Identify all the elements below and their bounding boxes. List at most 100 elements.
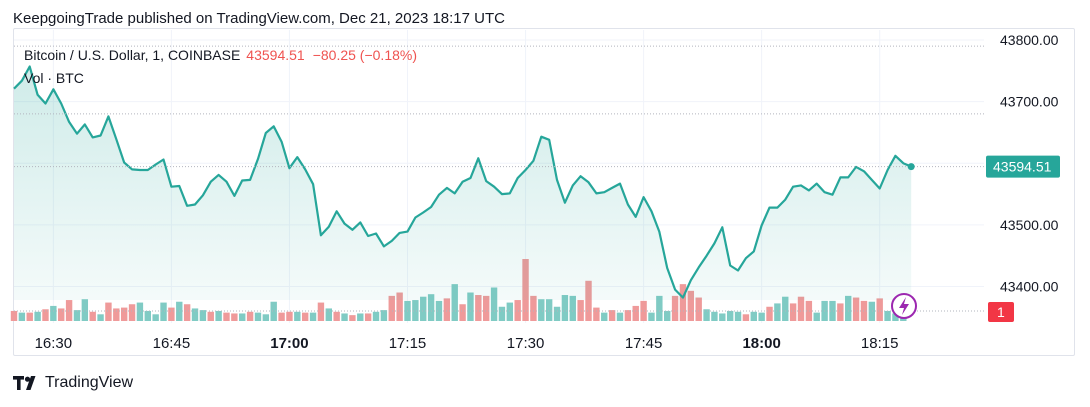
y-tick-label: 43700.00 [1000, 94, 1059, 110]
lightning-icon[interactable] [891, 293, 917, 319]
volume-bar [349, 315, 356, 321]
x-tick-label: 18:00 [742, 335, 780, 352]
volume-bar [309, 312, 317, 321]
volume-bar [246, 311, 254, 321]
volume-bar [608, 310, 616, 321]
volume-bar [530, 295, 537, 321]
volume-bar [585, 280, 592, 321]
x-tick-label: 16:45 [153, 335, 191, 352]
volume-bar [648, 312, 655, 321]
volume-bar [10, 310, 18, 321]
volume-bar [726, 310, 734, 321]
volume-bar [183, 304, 191, 321]
x-tick-label: 17:45 [625, 335, 663, 352]
volume-bar [868, 301, 876, 321]
volume-bar [876, 298, 883, 321]
x-tick-label: 18:15 [861, 335, 899, 352]
volume-bar [278, 312, 285, 321]
x-tick-label: 17:30 [507, 335, 545, 352]
volume-bar [207, 311, 214, 321]
volume-bar [632, 305, 639, 321]
volume-bar [483, 295, 490, 321]
volume-bar [601, 312, 608, 321]
volume-bar [325, 308, 332, 321]
volume-bar [412, 300, 419, 321]
volume-bar [467, 292, 474, 321]
volume-bar [569, 295, 576, 321]
volume-bar [160, 302, 167, 321]
volume-badge [988, 302, 1014, 322]
volume-bar [435, 300, 443, 321]
volume-bar [286, 311, 293, 321]
volume-bar [231, 313, 238, 321]
volume-bar [42, 309, 49, 321]
volume-bar [120, 307, 128, 321]
volume-bar [73, 310, 81, 321]
volume-bar [215, 310, 222, 321]
volume-bar [301, 312, 309, 321]
volume-bar [774, 303, 781, 321]
symbol-legend: Bitcoin / U.S. Dollar, 1, COINBASE 43594.… [24, 47, 417, 63]
volume-bar [719, 313, 726, 321]
volume-bar [664, 310, 671, 321]
volume-bar [616, 312, 624, 321]
footer-brand[interactable]: TradingView [13, 374, 133, 392]
volume-bar [396, 292, 403, 321]
volume-bar [593, 307, 600, 321]
volume-bar [254, 312, 262, 321]
volume-bar [270, 301, 277, 321]
volume-bar [892, 313, 899, 321]
volume-bar [577, 300, 584, 321]
volume-badge-label: 1 [997, 304, 1005, 320]
volume-bar [679, 284, 687, 321]
volume-bar [144, 310, 151, 321]
brand-name: TradingView [45, 374, 134, 391]
volume-bar [884, 310, 891, 321]
volume-bar [26, 312, 33, 321]
symbol-name: Bitcoin / U.S. Dollar, 1, COINBASE [24, 47, 241, 63]
volume-bar [545, 299, 553, 321]
volume-bar [829, 300, 836, 321]
volume-bar [514, 300, 521, 321]
last-price-dot [907, 163, 915, 171]
x-tick-label: 17:00 [270, 335, 308, 352]
volume-bar [797, 296, 805, 321]
volume-legend: Vol · BTC [24, 70, 84, 86]
volume-bar [58, 308, 65, 321]
volume-bar [18, 312, 26, 321]
volume-bar [758, 312, 765, 321]
volume-bar [97, 314, 104, 321]
volume-bar [671, 295, 679, 321]
volume-bar [656, 295, 663, 321]
publish-info: KeepgoingTrade published on TradingView.… [13, 10, 505, 27]
volume-bar [364, 313, 372, 321]
volume-bar [490, 287, 498, 321]
volume-bar [128, 304, 136, 321]
volume-bar [136, 302, 144, 321]
volume-bar [813, 312, 820, 321]
volume-bar [372, 311, 380, 321]
volume-bar [475, 295, 482, 321]
volume-bar [805, 300, 813, 321]
legend-price: 43594.51 [246, 47, 305, 63]
volume-bar [789, 303, 797, 321]
volume-bar [711, 311, 718, 321]
volume-bar [341, 313, 348, 321]
x-tick-label: 17:15 [389, 335, 427, 352]
volume-bar [388, 295, 395, 321]
volume-bar [113, 308, 120, 321]
volume-bar [561, 295, 569, 321]
volume-bar [34, 311, 41, 321]
volume-bar [538, 299, 545, 321]
volume-bar [357, 313, 364, 321]
volume-bar [766, 306, 773, 321]
volume-bar [443, 298, 451, 321]
volume-bar [852, 297, 860, 321]
volume-bar [845, 295, 852, 321]
volume-bar [506, 302, 514, 321]
volume-bar [199, 310, 207, 321]
volume-bar [782, 296, 789, 321]
volume-bar [380, 310, 388, 321]
volume-bar [317, 302, 325, 321]
